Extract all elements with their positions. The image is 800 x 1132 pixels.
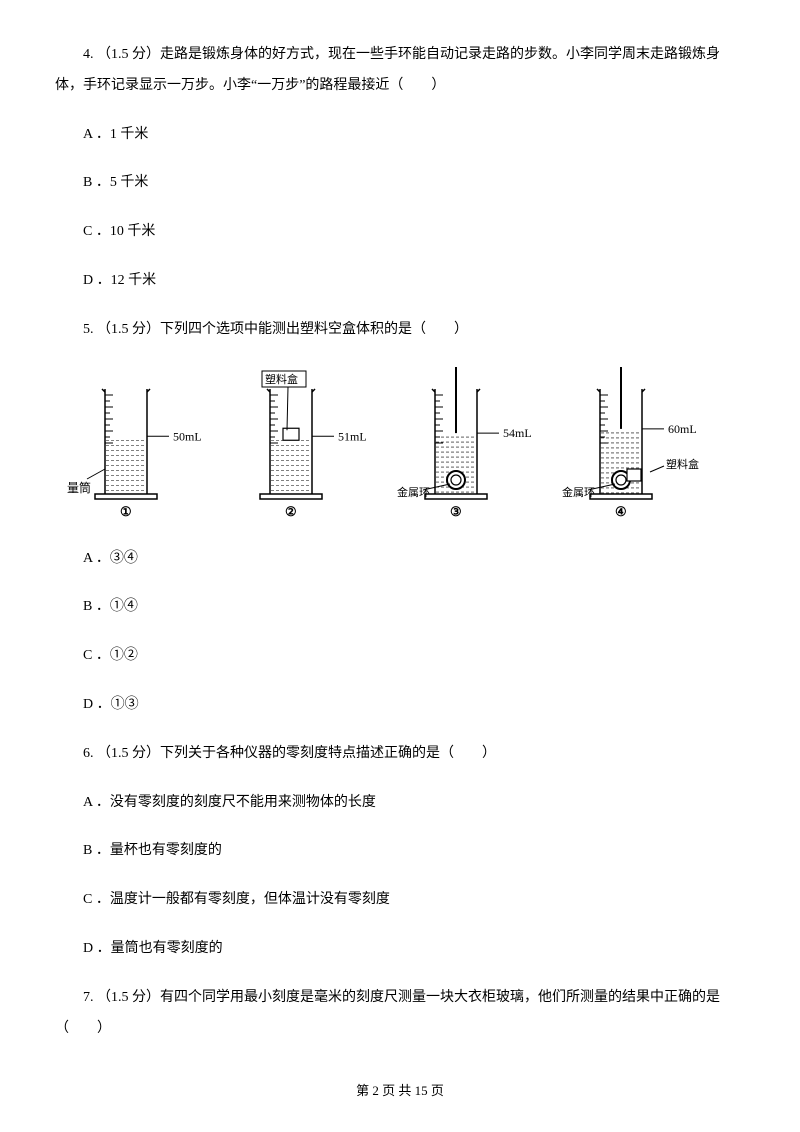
q5-figure: 50mL 量筒 ① 51mL 塑料盒 ② 54mL 金属环 ③ 60mL 塑料盒金属环 ④ <box>65 364 745 524</box>
q4-stem: 4. （1.5 分）走路是锻炼身体的好方式，现在一些手环能自动记录走路的步数。小… <box>55 40 745 102</box>
q6-stem: 6. （1.5 分）下列关于各种仪器的零刻度特点描述正确的是（ ） <box>55 739 745 770</box>
q5-opt-a: A ．③④ <box>55 544 745 575</box>
svg-text:②: ② <box>285 504 297 519</box>
svg-text:51mL: 51mL <box>338 429 367 443</box>
svg-text:④: ④ <box>615 504 627 519</box>
q4-opt-d: D ．12 千米 <box>55 266 745 297</box>
q6-opt-c: C ．温度计一般都有零刻度，但体温计没有零刻度 <box>55 885 745 916</box>
svg-text:金属环: 金属环 <box>397 485 430 499</box>
q5-opt-b: B ．①④ <box>55 592 745 623</box>
q4-opt-a: A ．1 千米 <box>55 120 745 151</box>
q4-opt-c: C ．10 千米 <box>55 217 745 248</box>
cylinder-diagram: 50mL 量筒 ① 51mL 塑料盒 ② 54mL 金属环 ③ 60mL 塑料盒金属环 ④ <box>65 364 725 524</box>
q6-opt-d: D ．量筒也有零刻度的 <box>55 934 745 965</box>
page-footer: 第 2 页 共 15 页 <box>0 1081 800 1102</box>
svg-text:60mL: 60mL <box>668 421 697 435</box>
svg-text:金属环: 金属环 <box>562 485 595 499</box>
svg-text:塑料盒: 塑料盒 <box>666 457 699 471</box>
q6-opt-a: A ．没有零刻度的刻度尺不能用来测物体的长度 <box>55 788 745 819</box>
svg-text:①: ① <box>120 504 132 519</box>
q5-stem: 5. （1.5 分）下列四个选项中能测出塑料空盒体积的是（ ） <box>55 315 745 346</box>
svg-text:50mL: 50mL <box>173 429 202 443</box>
q5-opt-c: C ．①② <box>55 641 745 672</box>
q4-opt-b: B ．5 千米 <box>55 168 745 199</box>
q7-stem: 7. （1.5 分）有四个同学用最小刻度是毫米的刻度尺测量一块大衣柜玻璃，他们所… <box>55 983 745 1045</box>
svg-text:54mL: 54mL <box>503 426 532 440</box>
svg-text:③: ③ <box>450 504 462 519</box>
q6-opt-b: B ．量杯也有零刻度的 <box>55 836 745 867</box>
q5-opt-d: D ．①③ <box>55 690 745 721</box>
svg-text:塑料盒: 塑料盒 <box>265 372 298 386</box>
svg-text:量筒: 量筒 <box>67 480 91 495</box>
